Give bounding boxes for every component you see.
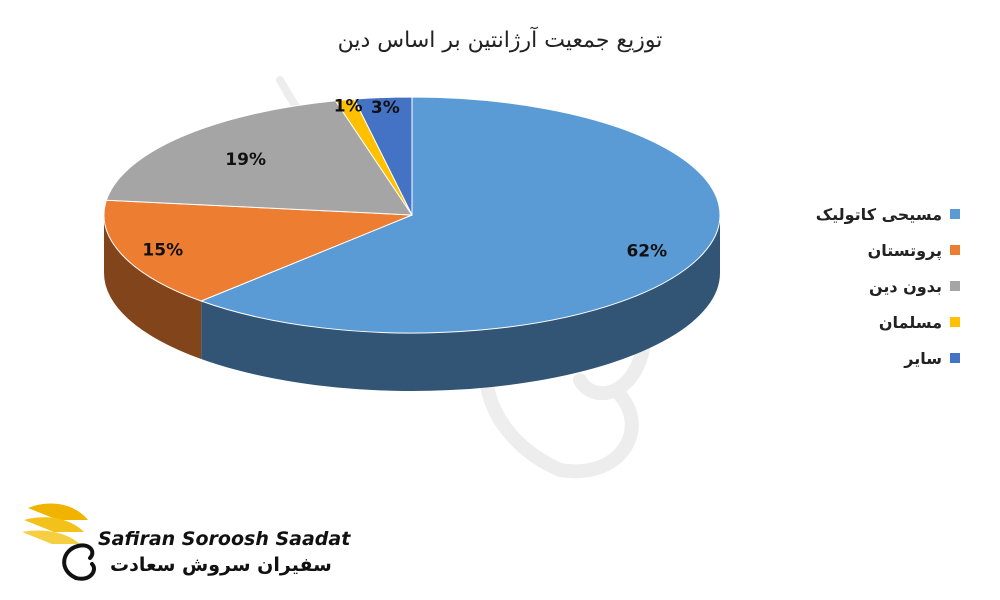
- pie-slice-2: [105, 100, 413, 216]
- pie-slice-4: [353, 96, 413, 216]
- swan-wing-logo-icon: [22, 503, 96, 581]
- legend-item-3: مسلمان: [760, 304, 960, 340]
- company-logo: Safiran Soroosh Saadat سفیران سروش سعادت: [18, 490, 350, 590]
- pie-side-1: [104, 215, 202, 360]
- pie-side-0: [201, 215, 720, 392]
- legend-label: پروتستان: [867, 240, 942, 260]
- legend-label: مسلمان: [878, 312, 942, 332]
- data-label-0: 62%: [626, 242, 667, 262]
- legend-label: سایر: [904, 348, 942, 368]
- legend-swatch: [950, 281, 960, 291]
- legend-swatch: [950, 209, 960, 219]
- data-label-2: 19%: [225, 150, 266, 170]
- legend-item-0: مسیحی کاتولیک: [760, 196, 960, 232]
- data-label-1: 15%: [142, 240, 183, 260]
- logo-text-fa: سفیران سروش سعادت: [110, 554, 332, 576]
- chart-title: توزیع جمعیت آرژانتین بر اساس دین: [337, 28, 663, 53]
- legend-label: مسیحی کاتولیک: [815, 204, 942, 224]
- chart-legend: مسیحی کاتولیک پروتستان بدون دین مسلمان سایر: [760, 196, 960, 376]
- legend-item-4: سایر: [760, 340, 960, 376]
- legend-item-2: بدون دین: [760, 268, 960, 304]
- pie-slice-0: [199, 96, 721, 334]
- legend-item-1: پروتستان: [760, 232, 960, 268]
- logo-text-en: Safiran Soroosh Saadat: [98, 528, 351, 550]
- legend-label: بدون دین: [868, 276, 942, 296]
- legend-swatch: [950, 245, 960, 255]
- data-label-3: 1%: [334, 97, 363, 117]
- data-label-4: 3%: [371, 98, 400, 118]
- pie-slice-1: [103, 199, 413, 302]
- legend-swatch: [950, 317, 960, 327]
- legend-swatch: [950, 353, 960, 363]
